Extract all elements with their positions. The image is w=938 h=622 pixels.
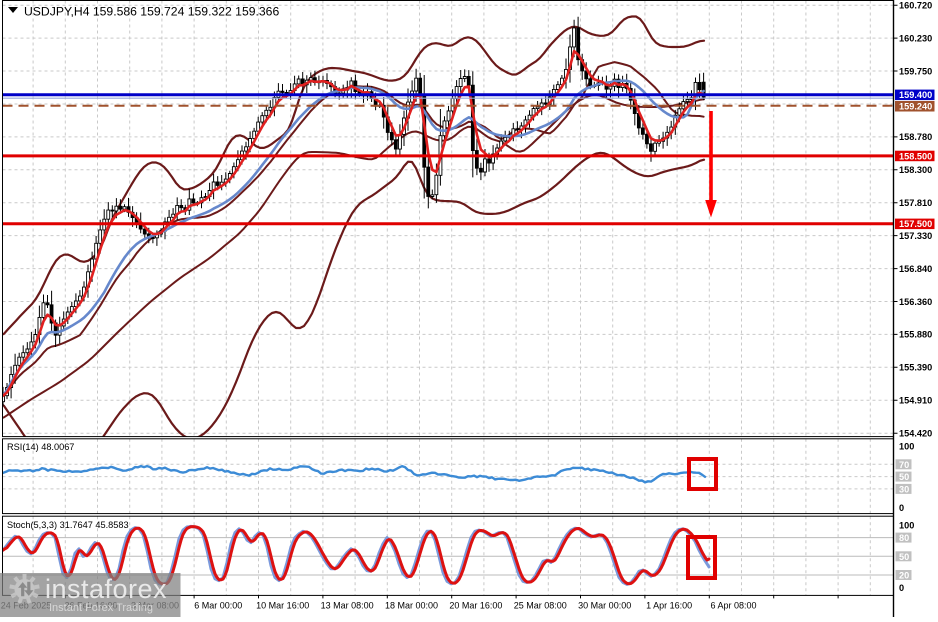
svg-text:1 Apr 16:00: 1 Apr 16:00 <box>646 601 692 611</box>
svg-text:0: 0 <box>899 503 904 513</box>
svg-text:30 Mar 00:00: 30 Mar 00:00 <box>578 601 631 611</box>
svg-text:Stoch(5,3,3) 31.7647 45.8583: Stoch(5,3,3) 31.7647 45.8583 <box>7 520 129 530</box>
svg-text:80: 80 <box>899 533 909 543</box>
svg-text:154.420: 154.420 <box>899 429 932 439</box>
svg-text:30: 30 <box>899 484 909 494</box>
svg-text:160.230: 160.230 <box>899 33 932 43</box>
svg-text:156.360: 156.360 <box>899 297 932 307</box>
svg-text:25 Mar 08:00: 25 Mar 08:00 <box>514 601 567 611</box>
svg-text:13 Mar 08:00: 13 Mar 08:00 <box>321 601 374 611</box>
svg-text:158.300: 158.300 <box>899 165 932 175</box>
svg-text:157.810: 157.810 <box>899 198 932 208</box>
svg-text:USDJPY,H4 159.586 159.724 159: USDJPY,H4 159.586 159.724 159.322 159.36… <box>24 5 279 19</box>
svg-text:158.780: 158.780 <box>899 132 932 142</box>
svg-text:20: 20 <box>899 571 909 581</box>
svg-text:100: 100 <box>899 521 914 531</box>
svg-text:159.240: 159.240 <box>899 102 932 112</box>
svg-text:RSI(14) 48.0067: RSI(14) 48.0067 <box>7 442 74 452</box>
svg-text:6 Apr 08:00: 6 Apr 08:00 <box>710 601 756 611</box>
svg-text:157.500: 157.500 <box>899 219 932 229</box>
svg-text:159.750: 159.750 <box>899 66 932 76</box>
svg-text:10 Mar 16:00: 10 Mar 16:00 <box>256 601 309 611</box>
svg-text:155.390: 155.390 <box>899 363 932 373</box>
svg-text:159.400: 159.400 <box>899 90 932 100</box>
svg-text:154.910: 154.910 <box>899 396 932 406</box>
svg-text:18 Mar 00:00: 18 Mar 00:00 <box>385 601 438 611</box>
svg-text:0: 0 <box>899 583 904 593</box>
svg-text:100: 100 <box>899 441 914 451</box>
svg-text:157.330: 157.330 <box>899 231 932 241</box>
svg-text:160.720: 160.720 <box>899 1 932 11</box>
svg-text:20 Mar 16:00: 20 Mar 16:00 <box>449 601 502 611</box>
svg-text:Instant Forex Trading: Instant Forex Trading <box>49 602 153 614</box>
svg-text:156.840: 156.840 <box>899 264 932 274</box>
svg-text:155.880: 155.880 <box>899 330 932 340</box>
svg-text:6 Mar 00:00: 6 Mar 00:00 <box>194 601 242 611</box>
svg-text:70: 70 <box>899 460 909 470</box>
svg-text:158.500: 158.500 <box>899 151 932 161</box>
svg-text:50: 50 <box>899 552 909 562</box>
svg-text:50: 50 <box>899 472 909 482</box>
svg-text:instaforex: instaforex <box>45 574 167 604</box>
